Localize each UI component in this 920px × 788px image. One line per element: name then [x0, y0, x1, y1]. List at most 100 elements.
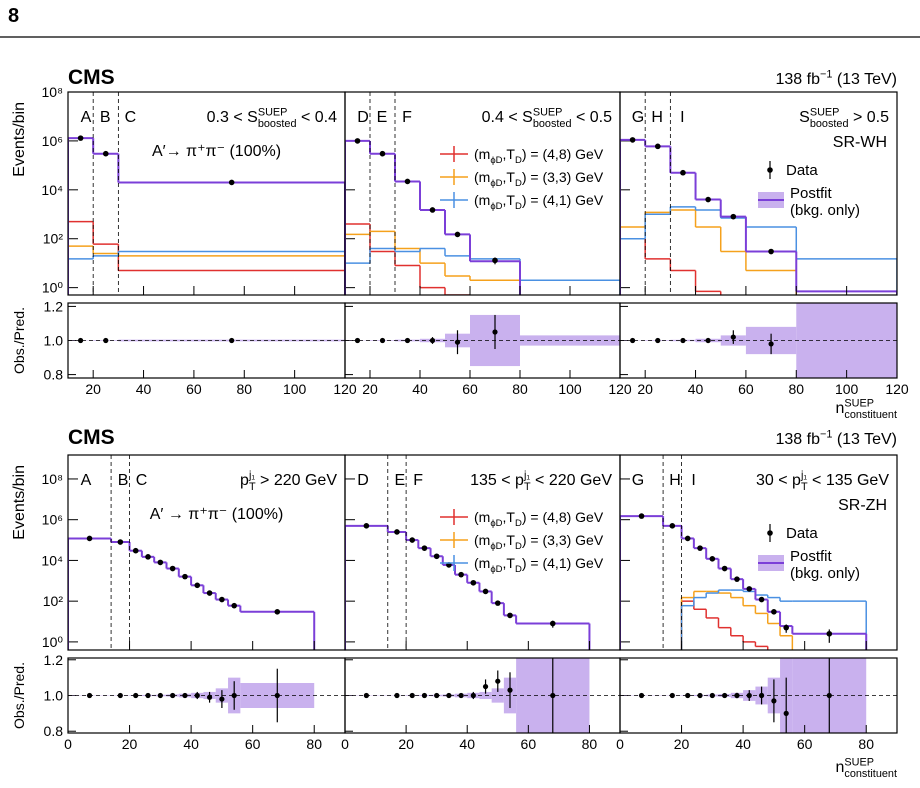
ratio-point [379, 337, 386, 344]
y-tick-label: 10⁴ [41, 552, 63, 568]
ratio-point [507, 687, 513, 693]
data-point [182, 573, 188, 580]
text-part: (13 TeV) [832, 71, 897, 88]
text-part: S [799, 109, 810, 126]
legend-label: (mϕD,TD) = (4,1) GeV [474, 192, 604, 212]
region-letter: E [394, 472, 405, 489]
x-tick-label: 60 [462, 381, 478, 397]
ratio-plot [345, 314, 620, 367]
data-point [492, 257, 498, 264]
data-point [231, 602, 237, 609]
x-tick-label: 100 [558, 381, 582, 397]
ratio-point [117, 692, 123, 699]
ratio-point [768, 341, 774, 347]
data-point [654, 143, 661, 150]
ratio-point [709, 692, 715, 699]
ratio-point [783, 710, 789, 716]
x-tick-label: 60 [797, 736, 813, 752]
data-point [102, 150, 109, 157]
text-part: > 220 GeV [256, 472, 338, 489]
region-name: SR-ZH [838, 497, 887, 514]
data-point [684, 535, 691, 542]
data-point [77, 135, 84, 141]
data-point [680, 169, 686, 176]
x-tick-label: 20 [362, 381, 378, 397]
data-point [705, 196, 711, 203]
text-part: ϕD [490, 155, 502, 166]
ratio-y-tick-label: 0.8 [44, 367, 64, 383]
panel-label: 30 < pj₁ T < 135 GeV [756, 470, 889, 493]
text-part: D [515, 564, 522, 575]
ratio-point [409, 692, 415, 699]
text-part: 138 fb [775, 71, 820, 88]
text-part: > 0.5 [849, 109, 890, 126]
x-tick-label: 120 [333, 381, 357, 397]
text-part: D [515, 518, 522, 529]
text-part: ) = (3,3) GeV [522, 532, 604, 548]
text-part: 138 fb [775, 431, 820, 448]
text-part: T [801, 481, 808, 493]
ratio-point [170, 692, 176, 699]
legend-label: (mϕD,TD) = (4,8) GeV [474, 146, 604, 166]
data-point [697, 545, 703, 551]
data-point [132, 547, 139, 554]
text-part: ) = (4,1) GeV [522, 555, 604, 571]
x-tick-label: 80 [306, 736, 322, 752]
data-point [228, 179, 235, 186]
ratio-point [734, 692, 740, 699]
legend-label: (mϕD,TD) = (3,3) GeV [474, 532, 604, 552]
text-part: ,T [503, 169, 516, 185]
x-tick-label: 60 [738, 381, 754, 397]
y-tick-label: 10⁸ [42, 471, 64, 487]
ratio-point [482, 683, 489, 690]
text-part: (m [474, 192, 490, 208]
y-tick-label: 10⁴ [41, 182, 63, 198]
text-part: 0.3 < S [207, 109, 258, 126]
panel-label: SSUEP boosted > 0.5 [799, 107, 889, 130]
region-letter: H [669, 472, 681, 489]
page-number: 8 [8, 5, 19, 27]
ratio-point [182, 692, 188, 699]
x-tick-label: 60 [186, 381, 202, 397]
ratio-point [231, 692, 237, 699]
region-letter: C [136, 472, 148, 489]
x-tick-label: 100 [283, 381, 307, 397]
ratio-point [133, 692, 139, 699]
text-part: j₁ [523, 470, 530, 482]
text-part: T [524, 481, 531, 493]
data-point [721, 565, 728, 572]
x-tick-label: 40 [459, 736, 475, 752]
ratio-point [705, 337, 711, 344]
x-tick-label: 100 [835, 381, 859, 397]
x-tick-label: 0 [64, 736, 72, 752]
cms-label: CMS [68, 426, 115, 449]
panel-frame [619, 454, 898, 651]
region-letter: F [413, 472, 423, 489]
data-point [363, 523, 370, 529]
text-part: n [835, 759, 844, 776]
text-part: ,T [503, 555, 516, 571]
x-tick-label: 80 [858, 736, 874, 752]
cms-label: CMS [68, 66, 115, 89]
region-letter: I [680, 109, 684, 126]
text-part: constituent [844, 768, 897, 780]
data-point [379, 150, 386, 157]
ratio-point [421, 692, 428, 699]
data-point [194, 582, 201, 589]
ratio-y-tick-label: 1.2 [44, 298, 64, 314]
ratio-point [354, 337, 361, 344]
text-part: j₁ [800, 470, 807, 482]
y-tick-label: 10⁰ [42, 280, 64, 296]
text-part: SUEP [844, 757, 874, 769]
x-tick-label: 60 [521, 736, 537, 752]
text-part: (m [474, 169, 490, 185]
ratio-point [730, 334, 736, 340]
data-point [669, 523, 676, 529]
region-letter: A [81, 109, 92, 126]
ratio-point [758, 692, 765, 699]
region-letter: C [125, 109, 137, 126]
x-tick-label: 20 [398, 736, 414, 752]
data-point [549, 620, 556, 627]
data-point [482, 588, 489, 595]
ratio-point [157, 692, 163, 699]
